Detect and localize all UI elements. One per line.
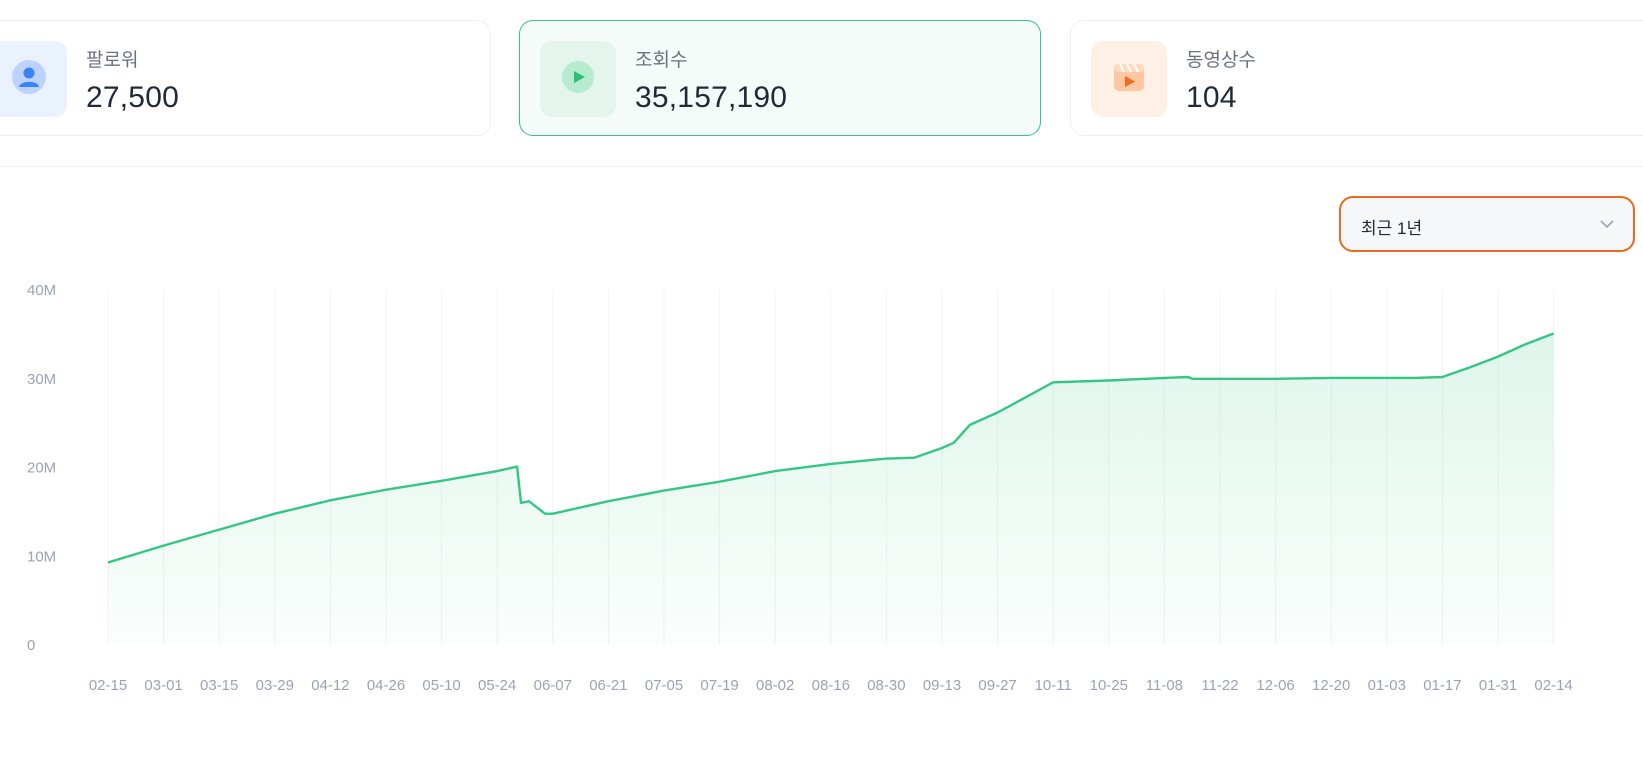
video-clip-icon bbox=[1112, 60, 1146, 99]
y-tick-label: 0 bbox=[27, 637, 35, 654]
x-tick-label: 05-24 bbox=[478, 677, 516, 694]
x-tick-label: 01-03 bbox=[1368, 677, 1406, 694]
date-range-select[interactable]: 최근 1년 bbox=[1339, 196, 1635, 252]
views-card[interactable]: 조회수 35,157,190 bbox=[519, 20, 1041, 136]
section-divider bbox=[0, 166, 1643, 167]
x-tick-label: 10-11 bbox=[1035, 677, 1072, 694]
x-tick-label: 03-01 bbox=[144, 677, 182, 694]
x-tick-label: 12-06 bbox=[1256, 677, 1294, 694]
views-label: 조회수 bbox=[635, 50, 688, 71]
followers-value: 27,500 bbox=[86, 81, 179, 114]
x-tick-label: 02-15 bbox=[89, 677, 127, 694]
x-tick-label: 09-27 bbox=[978, 677, 1016, 694]
videos-card[interactable]: 동영상수 104 bbox=[1070, 20, 1643, 136]
followers-card[interactable]: 팔로워 27,500 bbox=[0, 20, 491, 136]
y-tick-label: 10M bbox=[27, 548, 56, 565]
x-tick-label: 05-10 bbox=[422, 677, 460, 694]
videos-icon-box bbox=[1091, 41, 1167, 117]
x-tick-label: 02-14 bbox=[1534, 677, 1572, 694]
x-tick-label: 04-12 bbox=[311, 677, 349, 694]
x-tick-label: 03-29 bbox=[256, 677, 294, 694]
x-tick-label: 08-16 bbox=[812, 677, 850, 694]
x-tick-label: 03-15 bbox=[200, 677, 238, 694]
views-series-line bbox=[107, 332, 1555, 564]
x-tick-label: 06-07 bbox=[534, 677, 572, 694]
x-tick-label: 01-31 bbox=[1479, 677, 1517, 694]
x-tick-label: 10-25 bbox=[1090, 677, 1128, 694]
x-tick-label: 08-02 bbox=[756, 677, 794, 694]
videos-label: 동영상수 bbox=[1186, 50, 1256, 71]
date-range-selected-value: 최근 1년 bbox=[1361, 219, 1423, 238]
y-tick-label: 40M bbox=[27, 282, 56, 299]
y-tick-label: 30M bbox=[27, 371, 56, 388]
play-icon bbox=[561, 60, 595, 99]
y-tick-label: 20M bbox=[27, 460, 56, 477]
x-tick-label: 08-30 bbox=[867, 677, 905, 694]
y-axis: 0 10M 20M 30M 40M bbox=[27, 282, 56, 654]
x-tick-label: 12-20 bbox=[1312, 677, 1350, 694]
x-tick-label: 07-19 bbox=[700, 677, 738, 694]
x-tick-label: 01-17 bbox=[1423, 677, 1461, 694]
x-tick-label: 04-26 bbox=[367, 677, 405, 694]
videos-value: 104 bbox=[1186, 81, 1237, 114]
user-icon bbox=[12, 59, 46, 99]
x-axis: 02-15 03-01 03-15 03-29 04-12 04-26 05-10 05-24… bbox=[89, 677, 1573, 694]
x-tick-label: 11-22 bbox=[1201, 677, 1238, 694]
chevron-down-icon bbox=[1599, 216, 1615, 237]
x-tick-label: 09-13 bbox=[923, 677, 961, 694]
x-tick-label: 07-05 bbox=[645, 677, 683, 694]
views-icon-box bbox=[540, 41, 616, 117]
x-tick-label: 06-21 bbox=[589, 677, 627, 694]
x-tick-label: 11-08 bbox=[1146, 677, 1183, 694]
views-area-fill bbox=[108, 333, 1554, 645]
views-value: 35,157,190 bbox=[635, 81, 788, 114]
followers-icon-box bbox=[0, 41, 67, 117]
followers-label: 팔로워 bbox=[86, 50, 139, 71]
